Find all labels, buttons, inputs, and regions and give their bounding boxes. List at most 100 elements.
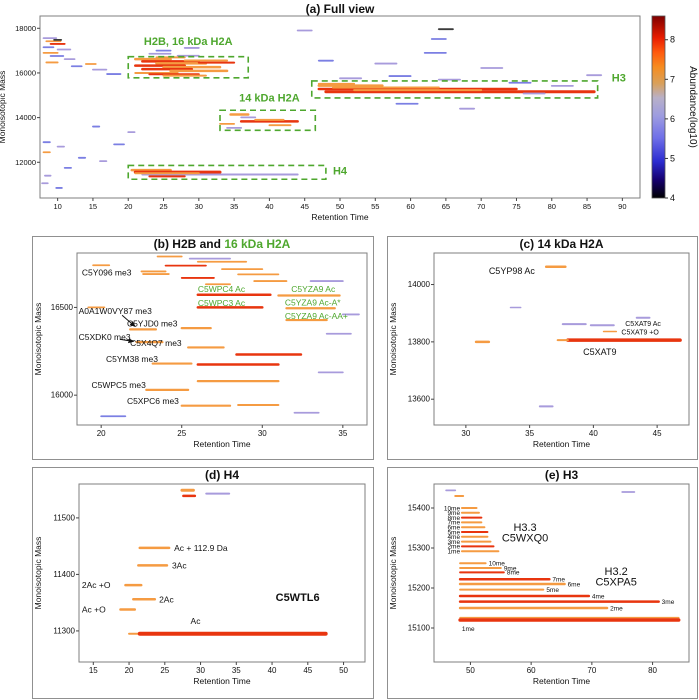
y-tick-label: 16000 [51, 391, 74, 400]
y-axis-label: Monoisotopic Mass [388, 537, 398, 610]
annotation-label: H3.2 [605, 566, 628, 578]
annotation-label: 10me [444, 505, 461, 512]
x-tick-label: 80 [548, 202, 556, 211]
annotation-label: H3.3 [513, 522, 536, 534]
x-tick-label: 75 [512, 202, 520, 211]
y-tick-label: 13800 [408, 337, 431, 346]
x-tick-label: 30 [258, 429, 267, 438]
y-tick-label: 14000 [15, 113, 36, 122]
x-tick-label: 50 [339, 666, 348, 675]
annotation-label: C5YZA9 Ac-A* [285, 298, 341, 308]
annotation-label: H2B, 16 kDa H2A [144, 36, 233, 48]
x-axis-label: Retention Time [193, 676, 250, 686]
annotation-arrow [120, 338, 135, 344]
annotation-label: H4 [333, 165, 348, 177]
x-tick-label: 35 [232, 666, 241, 675]
colorbar-tick-label: 5 [670, 153, 675, 163]
x-tick-label: 15 [89, 202, 97, 211]
annotation-label: Ac [191, 616, 202, 626]
x-tick-label: 90 [618, 202, 626, 211]
colorbar-tick-label: 4 [670, 193, 675, 203]
x-tick-label: 20 [97, 429, 106, 438]
roi-box [219, 109, 317, 132]
x-tick-label: 25 [160, 666, 169, 675]
x-tick-label: 70 [587, 666, 596, 675]
annotation-label: 9me [447, 510, 460, 517]
y-tick-label: 16500 [51, 303, 74, 312]
x-tick-label: 45 [303, 666, 312, 675]
colorbar-label: Abundance(log10) [687, 66, 698, 148]
annotation-label: C5XPC6 me3 [127, 396, 179, 406]
panel-title: (b) H2B and 16 kDa H2A [154, 237, 291, 251]
x-tick-label: 70 [477, 202, 485, 211]
annotation-label: C5X4Q7 me3 [130, 338, 182, 348]
panel-e-plot: 50 60 70 80 15100 15200 15300 15400 Retention Ti… [388, 468, 690, 686]
y-tick-label: 15400 [408, 504, 431, 513]
annotation-label: C5XAT9 Ac [625, 321, 661, 328]
panel-d-plot: 15 20 25 30 35 40 45 50 11300 11400 11500 Retention… [33, 468, 366, 686]
y-tick-label: 14000 [408, 280, 431, 289]
annotation-label: C5YJD0 me3 [127, 319, 178, 329]
annotation-label: C5XDK0 me3 [79, 332, 131, 342]
x-axis-label: Retention Time [533, 439, 590, 449]
panel-d-h4: 15 20 25 30 35 40 45 50 11300 11400 11500 Retention… [32, 467, 374, 699]
annotation-label: C5WXQ0 [502, 533, 548, 545]
x-tick-label: 25 [159, 202, 167, 211]
y-axis-label: Monoisotopic Mass [33, 537, 43, 610]
x-tick-label: 60 [406, 202, 414, 211]
annotation-label: 1me [462, 626, 475, 633]
annotation-label: Ac + 112.9 Da [174, 543, 228, 553]
annotation-label: 9me [504, 565, 517, 572]
panel-title: (a) Full view [306, 2, 375, 16]
annotation-label: H3 [612, 72, 626, 84]
annotation-label: 6me [447, 525, 460, 532]
annotation-label: 3Ac [172, 560, 187, 570]
x-tick-label: 80 [648, 666, 657, 675]
y-tick-label: 15300 [408, 544, 431, 553]
x-tick-label: 45 [653, 429, 662, 438]
x-tick-label: 50 [336, 202, 344, 211]
annotation-label: 8me [447, 515, 460, 522]
panel-a-plot: 10 15 20 25 30 35 40 45 50 55 60 65 70 75 80 85 90120001… [0, 2, 698, 222]
roi-box [127, 55, 250, 79]
y-tick-label: 18000 [15, 24, 36, 33]
annotation-label: Ac +O [82, 605, 106, 615]
annotation-label: 5me [546, 587, 559, 594]
annotation-label: 3me [662, 599, 675, 606]
x-tick-label: 40 [268, 666, 277, 675]
colorbar-gradient [651, 15, 666, 199]
x-tick-label: 40 [589, 429, 598, 438]
annotation-label: C5YZA9 Ac [291, 284, 336, 294]
annotation-label: 2me [610, 605, 623, 612]
x-tick-label: 25 [177, 429, 186, 438]
annotation-label: C5XPA5 [595, 577, 636, 589]
annotation-arrow [121, 314, 136, 328]
x-axis-label: Retention Time [533, 676, 590, 686]
annotation-label: 10me [489, 561, 506, 568]
annotation-label: 5me [447, 529, 460, 536]
panel-c-14kda-h2a: 30 35 40 45 13600 13800 14000 Retention Time Mon… [387, 236, 698, 460]
panel-e-h3: 50 60 70 80 15100 15200 15300 15400 Retention Ti… [387, 467, 698, 699]
x-tick-label: 60 [527, 666, 536, 675]
annotation-label: C5WPC4 Ac [198, 284, 246, 294]
panel-b-plot: 20 25 30 35 16000 16500 Retention Time Monoisot… [33, 237, 368, 449]
annotation-label: 2Ac +O [82, 580, 111, 590]
annotation-label: 8me [507, 570, 520, 577]
x-tick-label: 55 [371, 202, 379, 211]
y-tick-label: 11500 [53, 513, 75, 522]
panel-a-full-view: 10 15 20 25 30 35 40 45 50 55 60 65 70 75 80 85 90 12000 1… [0, 2, 699, 232]
x-tick-label: 40 [265, 202, 273, 211]
annotation-label: 7me [447, 520, 460, 527]
annotation-label: 2me [447, 544, 460, 551]
x-tick-label: 20 [124, 202, 132, 211]
annotation-label: C5YM38 me3 [106, 354, 158, 364]
x-tick-label: 10 [53, 202, 61, 211]
colorbar-tick-label: 6 [670, 114, 675, 124]
x-tick-label: 30 [461, 429, 470, 438]
annotation-label: C5WPC3 Ac [198, 298, 246, 308]
y-tick-label: 13600 [408, 395, 431, 404]
x-tick-label: 35 [338, 429, 347, 438]
x-tick-label: 30 [195, 202, 203, 211]
panel-title: (c) 14 kDa H2A [519, 237, 603, 251]
